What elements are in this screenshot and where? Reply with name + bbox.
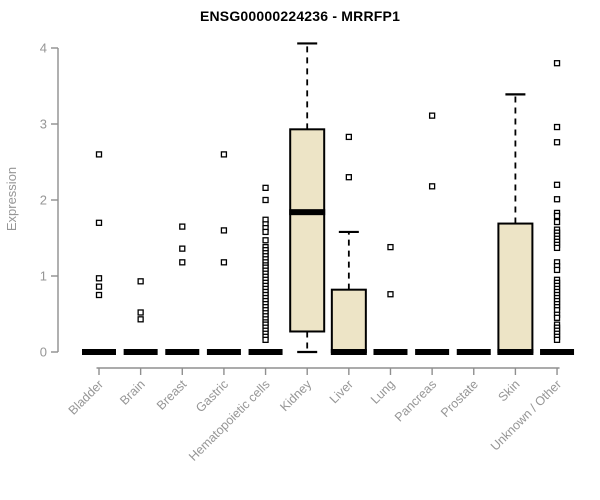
outlier-point: [95, 275, 103, 282]
outlier-point: [553, 181, 561, 188]
x-category-label: Lung: [368, 377, 398, 407]
x-category-label: Breast: [154, 377, 190, 413]
outlier-point: [553, 60, 561, 67]
x-category-label: Kidney: [277, 377, 314, 414]
outlier-point: [553, 336, 561, 343]
collapsed-boxplot-bar: [123, 349, 158, 355]
outlier-point: [95, 291, 103, 299]
x-category-label: Gastric: [193, 377, 231, 415]
outlier-point: [220, 151, 228, 158]
outlier-point: [137, 278, 144, 285]
y-tick-label: 0: [40, 345, 47, 360]
outlier-point: [95, 283, 103, 290]
outlier-point: [95, 151, 103, 158]
outlier-point: [262, 228, 269, 236]
outlier-point: [262, 237, 269, 244]
outlier-point: [179, 245, 186, 252]
outlier-point: [553, 139, 561, 146]
outlier-point: [553, 244, 561, 252]
outlier-point: [137, 309, 144, 316]
collapsed-boxplot-bar: [248, 349, 283, 355]
x-category-label: Prostate: [438, 377, 481, 420]
x-category-label: Skin: [495, 377, 522, 404]
median-line: [497, 349, 534, 355]
y-tick-label: 2: [40, 193, 47, 208]
outlier-point: [553, 196, 561, 203]
collapsed-boxplot-bar: [456, 349, 491, 355]
collapsed-boxplot-bar: [206, 349, 241, 355]
x-category-label: Bladder: [66, 377, 106, 417]
outlier-point: [428, 112, 436, 119]
x-category-label: Unknown / Other: [488, 377, 564, 453]
y-tick-label: 3: [40, 117, 47, 132]
y-tick-label: 1: [40, 269, 47, 284]
outlier-point: [387, 291, 394, 298]
outlier-point: [179, 259, 186, 266]
collapsed-boxplot-bar: [165, 349, 200, 355]
outlier-point: [262, 184, 269, 191]
outlier-point: [220, 227, 228, 234]
outlier-point: [387, 243, 394, 251]
collapsed-boxplot-bar: [82, 349, 116, 355]
outlier-point: [553, 218, 561, 226]
outlier-point: [262, 196, 269, 204]
collapsed-boxplot-bar: [373, 349, 408, 355]
x-category-label: Liver: [327, 377, 356, 406]
outlier-point: [553, 314, 561, 321]
chart-title: ENSG00000224236 - MRRFP1: [199, 8, 401, 24]
outlier-point: [553, 123, 561, 131]
outlier-point: [428, 183, 436, 190]
box-iqr: [330, 288, 367, 353]
collapsed-boxplot-bar: [540, 349, 575, 355]
outlier-point: [179, 223, 186, 230]
median-line: [330, 349, 367, 355]
collapsed-boxplot-bar: [415, 349, 450, 355]
y-tick-label: 4: [40, 41, 47, 56]
outlier-point: [95, 219, 103, 226]
outlier-point: [345, 174, 352, 181]
outlier-point: [220, 259, 228, 266]
x-category-label: Pancreas: [392, 377, 439, 424]
box-iqr: [289, 128, 326, 333]
x-category-label: Hematopoietic cells: [186, 377, 273, 464]
outlier-point: [345, 133, 352, 141]
outlier-point: [553, 212, 561, 220]
outlier-point: [137, 316, 144, 323]
x-category-label: Brain: [117, 377, 148, 408]
outlier-point: [262, 336, 269, 343]
median-line: [289, 209, 326, 216]
box-iqr: [497, 222, 534, 353]
outlier-point: [553, 266, 561, 274]
